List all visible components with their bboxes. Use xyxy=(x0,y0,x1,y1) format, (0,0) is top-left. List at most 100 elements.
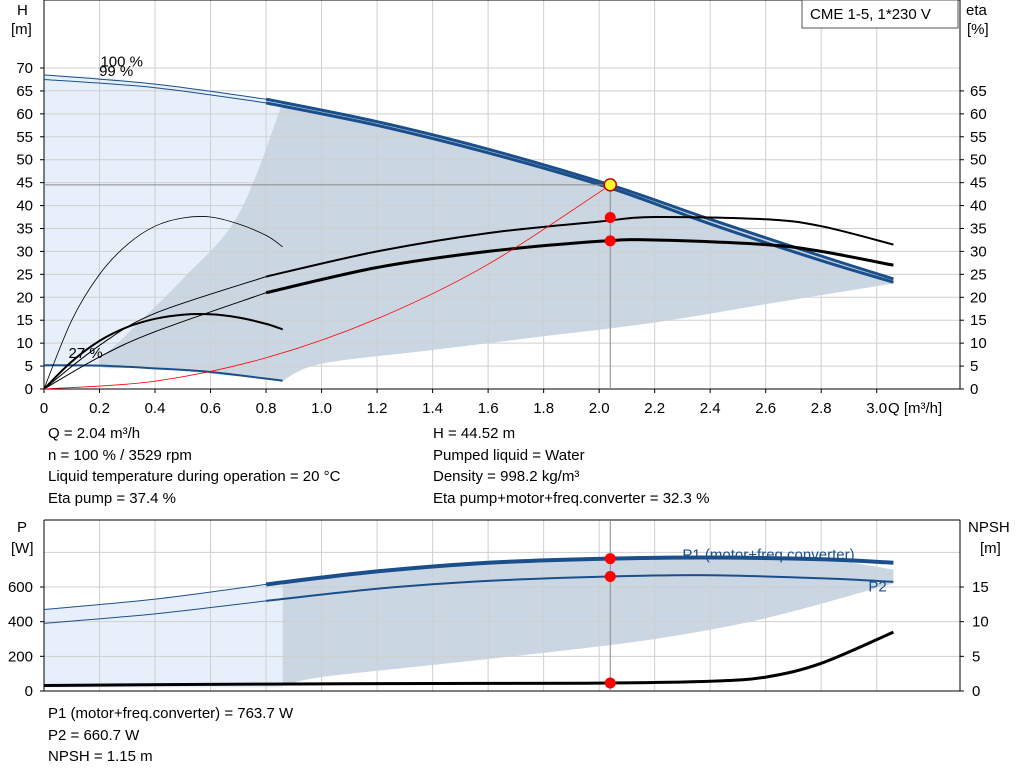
eta-total-low-speed-curve xyxy=(43,312,284,390)
operating-region xyxy=(98,102,894,381)
eta-pump-marker xyxy=(604,211,616,223)
p1-curve-thin xyxy=(43,583,267,610)
info-block-top-left: Q = 2.04 m³/h n = 100 % / 3529 rpm Liqui… xyxy=(48,423,340,509)
y-tick-label: 45 xyxy=(16,175,33,192)
y2-tick-label: 45 xyxy=(970,175,987,192)
p2-curve-thin xyxy=(43,600,267,624)
y2-tick-label: 65 xyxy=(970,83,987,100)
x-tick-label: 2.0 xyxy=(589,400,610,417)
y-tick-label: 50 xyxy=(16,152,33,169)
y-tick-label: 30 xyxy=(16,243,33,260)
y-tick-label: 0 xyxy=(25,381,33,398)
y2-tick-label: 0 xyxy=(970,381,978,398)
p-tick-label: 0 xyxy=(25,683,33,700)
y-tick-label: 10 xyxy=(16,335,33,352)
x-tick-label: 0.4 xyxy=(145,400,166,417)
y2-tick-label: 25 xyxy=(970,266,987,283)
x-tick-label: 2.2 xyxy=(644,400,665,417)
y2-tick-label: 35 xyxy=(970,221,987,238)
y2-tick-label: 10 xyxy=(970,335,987,352)
y-tick-label: 25 xyxy=(16,266,33,283)
p1-marker xyxy=(604,553,616,565)
x-tick-label: 1.0 xyxy=(311,400,332,417)
x-tick-label: 0 xyxy=(40,400,48,417)
y-axis-unit: [m] xyxy=(11,21,32,38)
p2-value: P2 = 660.7 W xyxy=(48,726,140,744)
title-box-label: CME 1-5, 1*230 V xyxy=(810,6,931,23)
eta-total-curve-thin xyxy=(43,292,267,390)
npsh-marker xyxy=(604,677,616,689)
y2-tick-label: 55 xyxy=(970,129,987,146)
series-label: P1 (motor+freq.converter) xyxy=(682,546,854,563)
duty-point-marker xyxy=(603,178,618,192)
y-axis-label: H xyxy=(17,2,28,19)
x-tick-label: 1.2 xyxy=(367,400,388,417)
x-tick-label: 1.4 xyxy=(422,400,443,417)
title-box xyxy=(801,0,959,29)
y2-tick-label: 20 xyxy=(970,289,987,306)
flow-value: Q = 2.04 m³/h xyxy=(48,425,141,442)
x-tick-label: 3.0 xyxy=(866,400,887,417)
speed-label: 27 % xyxy=(69,345,103,362)
p-axis-unit: [W] xyxy=(11,540,34,557)
npsh-tick-label: 10 xyxy=(972,614,989,631)
x-axis-label: Q [m³/h] xyxy=(888,400,942,417)
y-tick-label: 20 xyxy=(16,289,33,306)
y2-tick-label: 30 xyxy=(970,243,987,260)
head-curve-100-thin xyxy=(43,74,267,100)
p-axis-label: P xyxy=(17,519,27,536)
y-tick-label: 15 xyxy=(16,312,33,329)
p-tick-label: 600 xyxy=(8,579,33,596)
y-tick-label: 60 xyxy=(16,106,33,123)
x-tick-label: 2.4 xyxy=(700,400,721,417)
x-tick-label: 0.8 xyxy=(256,400,277,417)
p2-marker xyxy=(604,570,616,582)
x-tick-label: 2.6 xyxy=(755,400,776,417)
liquid-temperature-value: Liquid temperature during operation = 20… xyxy=(48,468,341,485)
info-block-top-right: H = 44.52 m Pumped liquid = Water Densit… xyxy=(433,423,709,509)
p1-curve xyxy=(265,555,894,587)
y-tick-label: 70 xyxy=(16,60,33,77)
eta-pump-value: Eta pump = 37.4 % xyxy=(48,489,176,507)
system-curve xyxy=(43,184,611,390)
npsh-curve xyxy=(43,630,894,687)
p2-curve xyxy=(265,574,894,602)
series-label: P2 xyxy=(868,578,886,595)
y2-tick-label: 40 xyxy=(970,198,987,215)
x-tick-label: 0.2 xyxy=(89,400,110,417)
y-tick-label: 40 xyxy=(16,198,33,215)
speed-label: 100 % xyxy=(100,54,143,71)
y2-tick-label: 60 xyxy=(970,106,987,123)
npsh-tick-label: 5 xyxy=(972,648,980,665)
y-tick-label: 5 xyxy=(25,358,33,375)
eta-total-value: Eta pump+motor+freq.converter = 32.3 % xyxy=(433,489,710,507)
eta-pump-low-speed-curve xyxy=(43,216,283,390)
y2-axis-unit: [%] xyxy=(967,21,989,38)
density-value: Density = 998.2 kg/m³ xyxy=(433,468,580,485)
y-tick-label: 35 xyxy=(16,221,33,238)
info-block-bottom: P1 (motor+freq.converter) = 763.7 W P2 =… xyxy=(48,703,293,768)
npsh-tick-label: 15 xyxy=(972,579,989,596)
npsh-value: NPSH = 1.15 m xyxy=(48,748,153,765)
head-curve-99-thin xyxy=(43,79,267,104)
x-tick-label: 1.8 xyxy=(533,400,554,417)
speed-label: 99 % xyxy=(99,63,133,80)
npsh-axis-label: NPSH xyxy=(968,519,1010,536)
y2-tick-label: 15 xyxy=(970,312,987,329)
y-tick-label: 55 xyxy=(16,129,33,146)
x-tick-label: 1.6 xyxy=(478,400,499,417)
npsh-axis-unit: [m] xyxy=(980,540,1001,557)
y2-tick-label: 5 xyxy=(970,358,978,375)
head-value: H = 44.52 m xyxy=(433,425,516,442)
npsh-tick-label: 0 xyxy=(972,683,980,700)
y-tick-label: 65 xyxy=(16,83,33,100)
speed-value: n = 100 % / 3529 rpm xyxy=(48,446,192,464)
p-tick-label: 400 xyxy=(8,614,33,631)
x-tick-label: 2.8 xyxy=(811,400,832,417)
eta-total-marker xyxy=(604,235,616,247)
head-curve-27 xyxy=(43,364,283,382)
y2-axis-label: eta xyxy=(966,2,988,19)
p1-value: P1 (motor+freq.converter) = 763.7 W xyxy=(48,705,294,722)
power-low-speed-region xyxy=(44,583,283,688)
